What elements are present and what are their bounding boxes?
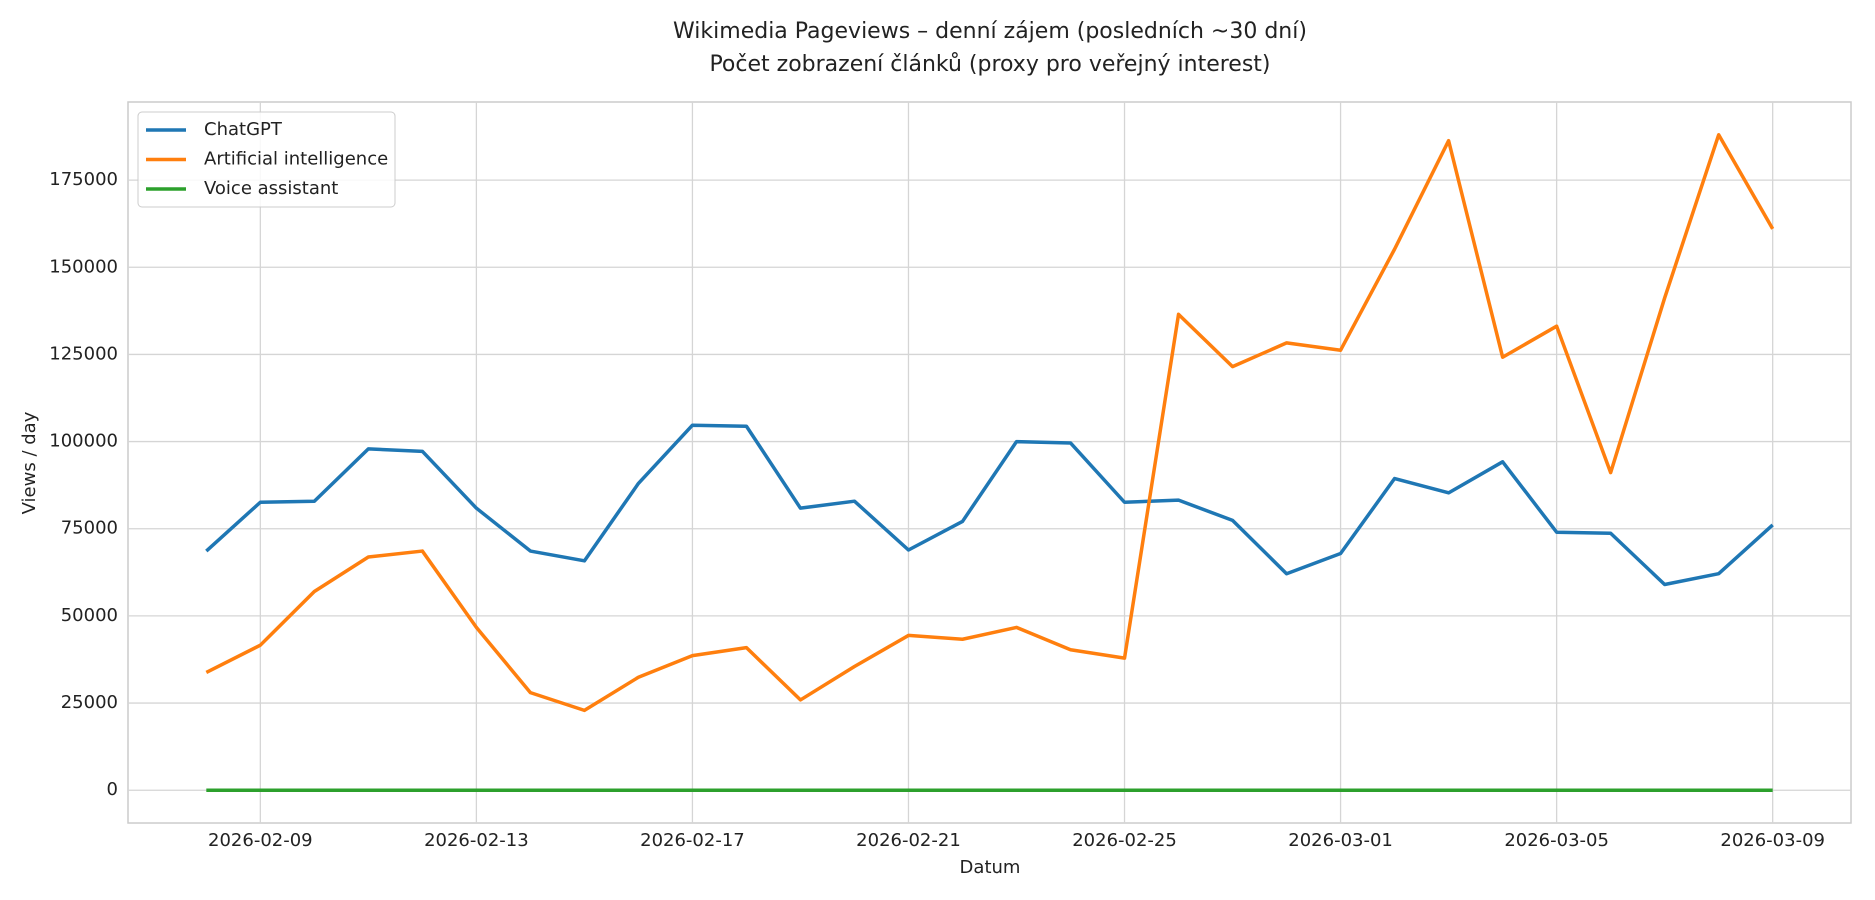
x-tick-label: 2026-03-09: [1720, 830, 1825, 851]
legend-label: Voice assistant: [204, 178, 338, 199]
y-tick-label: 75000: [61, 518, 118, 539]
line-series: [205, 423, 1774, 587]
legend: ChatGPT Artificial intelligence Voice assi…: [137, 111, 396, 208]
chart-subtitle: Počet zobrazení článků (proxy pro veřejn…: [709, 52, 1270, 77]
x-tick-label: 2026-02-21: [856, 830, 961, 851]
y-tick-label: 0: [107, 779, 118, 800]
y-tick-label: 25000: [61, 692, 118, 713]
legend-box: [137, 111, 396, 208]
y-tick-label: 150000: [49, 256, 118, 277]
y-axis-label: Views / day: [19, 411, 40, 514]
x-tick-label: 2026-02-09: [208, 830, 313, 851]
y-tick-label: 175000: [49, 169, 118, 190]
x-tick-label: 2026-02-25: [1072, 830, 1177, 851]
legend-label: Artificial intelligence: [204, 149, 388, 170]
legend-label: ChatGPT: [204, 119, 283, 140]
x-tick-label: 2026-03-05: [1504, 830, 1609, 851]
x-tick-label: 2026-02-13: [424, 830, 529, 851]
x-tick-label: 2026-03-01: [1288, 830, 1393, 851]
x-axis-label: Datum: [960, 857, 1021, 878]
chart-title: Wikimedia Pageviews – denní zájem (posle…: [673, 19, 1307, 44]
line-series: [205, 133, 1775, 713]
x-tick-label: 2026-02-17: [640, 830, 745, 851]
plot-area: [127, 101, 1852, 824]
y-tick-label: 50000: [61, 605, 118, 626]
y-tick-label: 125000: [49, 343, 118, 364]
y-tick-label: 100000: [49, 431, 118, 452]
